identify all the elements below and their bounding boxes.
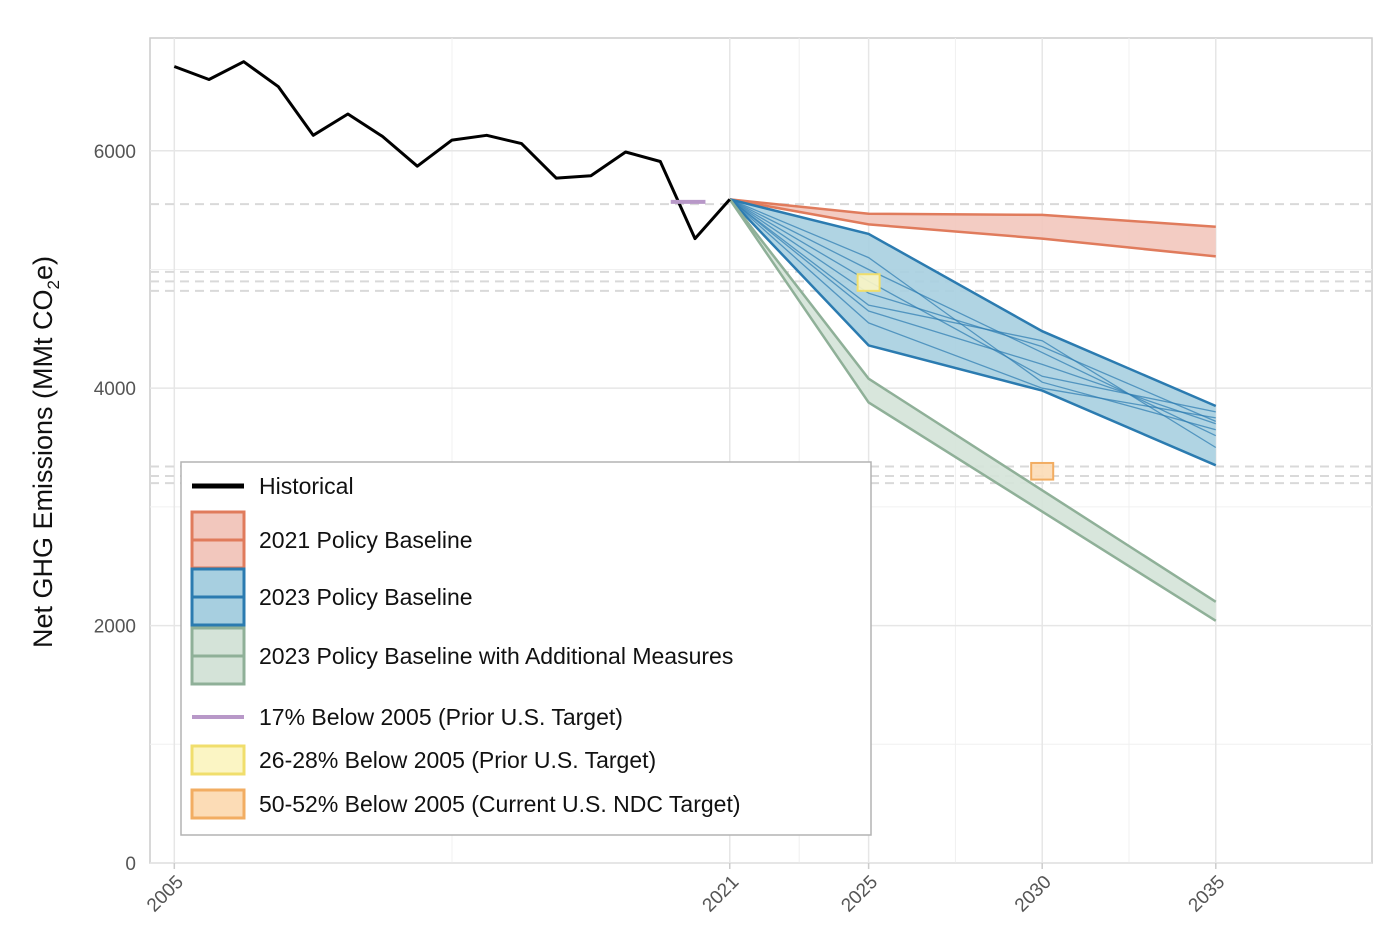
y-axis-label: Net GHG Emissions (MMt CO2e)	[28, 256, 63, 648]
legend-item: 2023 Policy Baseline with Additional Mea…	[190, 626, 733, 686]
band-scenario-line	[729, 198, 1216, 419]
legend-label: 26-28% Below 2005 (Prior U.S. Target)	[259, 747, 656, 773]
band-scenario-line	[729, 198, 1217, 425]
y-axis-label-tail: e)	[28, 256, 58, 280]
y-tick-label: 0	[125, 854, 136, 875]
legend: Historical 2021 Policy Baseline 2023 Polic…	[180, 461, 872, 836]
x-tick-label: 2005	[143, 872, 188, 917]
legend-label: Historical	[259, 473, 354, 499]
y-axis-label-main: Net GHG Emissions (MMt CO	[28, 289, 58, 648]
legend-label: 2021 Policy Baseline	[259, 527, 473, 553]
historical-line	[173, 60, 731, 241]
legend-item: 17% Below 2005 (Prior U.S. Target)	[192, 704, 623, 730]
band-upper-edge	[728, 198, 1217, 603]
y-tick-label: 6000	[94, 142, 136, 163]
x-tick-label: 2035	[1185, 872, 1230, 917]
legend-item: 26-28% Below 2005 (Prior U.S. Target)	[190, 744, 656, 776]
y-axis-label-subscript: 2	[44, 280, 63, 289]
legend-item: 2021 Policy Baseline	[190, 510, 473, 570]
target-markers	[670, 199, 1055, 481]
x-tick-label: 2025	[837, 872, 882, 917]
band-lower-edge	[728, 198, 1217, 467]
band-lower-edge	[728, 198, 1217, 622]
legend-key-box	[190, 788, 246, 820]
band-2	[728, 198, 1217, 467]
x-tick-label: 2021	[699, 872, 744, 917]
band-fill	[729, 199, 1216, 257]
y-tick-label: 4000	[94, 379, 136, 400]
band-upper-edge	[729, 198, 1216, 228]
band-3	[728, 198, 1217, 622]
target-box-marker	[1030, 461, 1055, 481]
band-scenario-line	[729, 198, 1217, 422]
legend-item: 2023 Policy Baseline	[190, 567, 473, 627]
target-box-marker	[856, 273, 881, 292]
y-tick-label: 2000	[94, 617, 136, 638]
band-fill	[729, 199, 1216, 621]
historical-series	[173, 60, 731, 241]
legend-label: 17% Below 2005 (Prior U.S. Target)	[259, 704, 623, 730]
x-tick-label: 2030	[1011, 872, 1056, 917]
scenario-bands	[728, 198, 1217, 622]
legend-label: 2023 Policy Baseline	[259, 584, 473, 610]
band-1	[729, 198, 1216, 258]
legend-key-box	[190, 744, 246, 776]
legend-box	[180, 461, 872, 836]
legend-label: 2023 Policy Baseline with Additional Mea…	[259, 643, 733, 669]
band-upper-edge	[729, 198, 1217, 408]
legend-label: 50-52% Below 2005 (Current U.S. NDC Targ…	[259, 791, 741, 817]
band-lower-edge	[729, 198, 1216, 258]
legend-item: Historical	[192, 473, 354, 499]
legend-item: 50-52% Below 2005 (Current U.S. NDC Targ…	[190, 788, 741, 820]
